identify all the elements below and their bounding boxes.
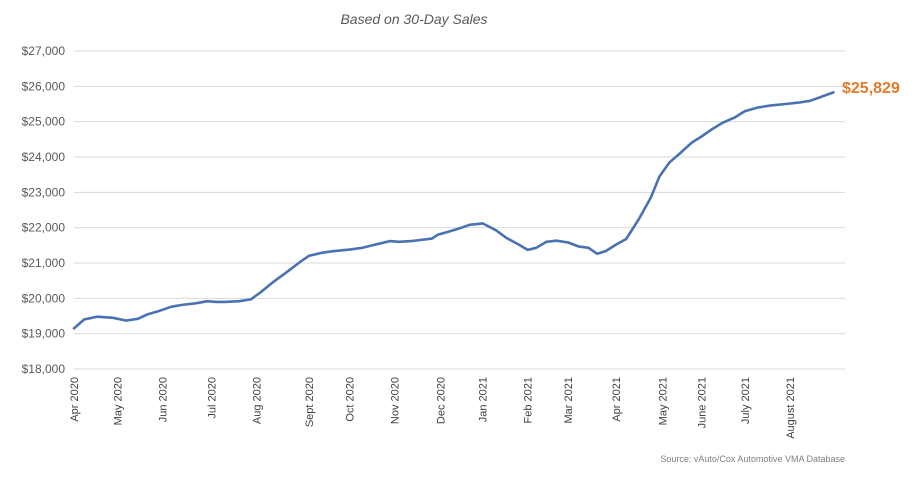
y-tick-label: $18,000 bbox=[22, 362, 66, 376]
x-tick-label: Oct 2020 bbox=[344, 377, 356, 422]
x-tick-label: Mar 2021 bbox=[563, 377, 575, 423]
source-note: Source: vAuto/Cox Automotive VMA Databas… bbox=[660, 454, 845, 464]
y-tick-label: $25,000 bbox=[22, 115, 66, 129]
y-tick-label: $24,000 bbox=[22, 150, 66, 164]
x-tick-label: May 2020 bbox=[112, 377, 124, 425]
x-tick-label: June 2021 bbox=[697, 377, 709, 428]
x-tick-label: Feb 2021 bbox=[523, 377, 535, 423]
y-tick-label: $19,000 bbox=[22, 327, 66, 341]
x-tick-label: July 2021 bbox=[740, 377, 752, 424]
x-tick-label: Nov 2020 bbox=[389, 377, 401, 424]
x-tick-label: Jun 2020 bbox=[157, 377, 169, 422]
x-tick-label: Jan 2021 bbox=[478, 377, 490, 422]
x-tick-label: Sept 2020 bbox=[304, 377, 316, 427]
x-tick-label: Apr 2020 bbox=[69, 377, 81, 422]
series-line bbox=[72, 91, 835, 330]
x-axis-ticks: Apr 2020 May 2020 Jun 2020 Jul 2020 Aug 2020… bbox=[69, 377, 797, 439]
y-tick-label: $22,000 bbox=[22, 221, 66, 235]
x-tick-label: August 2021 bbox=[785, 377, 797, 439]
y-tick-label: $20,000 bbox=[22, 291, 66, 305]
end-value-label: $25,829 bbox=[842, 80, 900, 97]
gridlines bbox=[74, 50, 845, 370]
x-tick-label: Jul 2020 bbox=[207, 377, 219, 419]
y-tick-label: $23,000 bbox=[22, 185, 66, 199]
y-axis-ticks: $18,000 $19,000 $20,000 $21,000 $22,000 $23,0… bbox=[22, 44, 66, 376]
x-tick-label: May 2021 bbox=[657, 377, 669, 425]
x-tick-label: Apr 2021 bbox=[611, 377, 623, 422]
series-layer bbox=[72, 91, 835, 330]
y-tick-label: $27,000 bbox=[22, 44, 66, 58]
x-tick-label: Dec 2020 bbox=[436, 377, 448, 424]
x-tick-label: Aug 2020 bbox=[252, 377, 264, 424]
chart-subtitle: Based on 30-Day Sales bbox=[340, 11, 487, 27]
y-tick-label: $21,000 bbox=[22, 256, 66, 270]
y-tick-label: $26,000 bbox=[22, 79, 66, 93]
